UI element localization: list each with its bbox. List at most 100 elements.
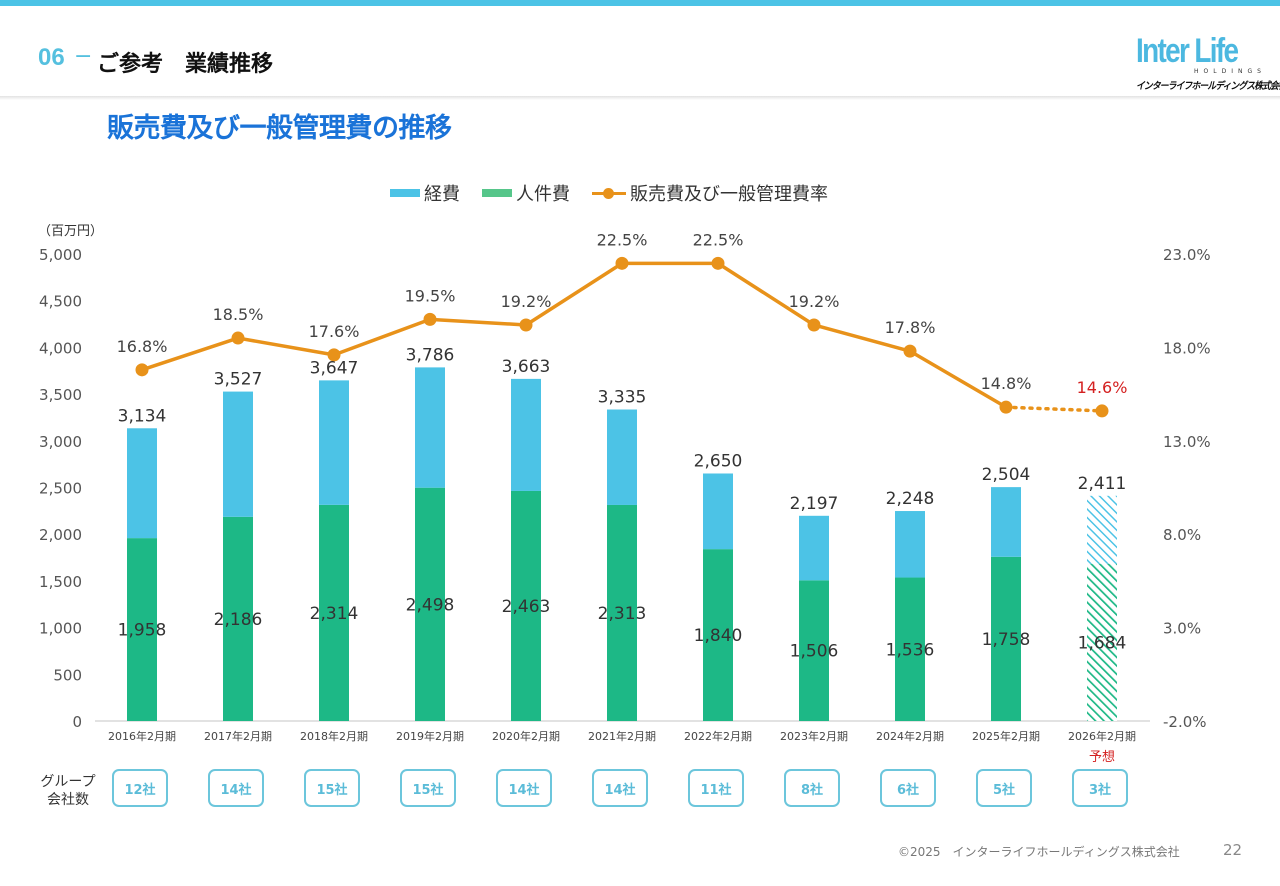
group-company-count-badge: 3社 (1072, 769, 1128, 807)
x-tick-label: 2024年2月期 (876, 729, 944, 743)
ratio-point (903, 344, 917, 358)
group-companies-label-line2: 会社数 (47, 792, 89, 808)
bar-total-label: 2,411 (1078, 474, 1127, 494)
ratio-data-label: 19.5% (405, 286, 456, 305)
legend-item-personnel: 人件費 (482, 180, 570, 206)
ratio-line-actual (141, 261, 1007, 409)
bar-expenses (223, 391, 253, 517)
bar-expenses (1087, 495, 1117, 564)
bar-total-label: 2,197 (790, 494, 839, 514)
bar-total-label: 3,647 (310, 358, 359, 378)
group-companies-label: グループ 会社数 (32, 773, 104, 809)
bar-series (127, 367, 1117, 721)
y-left-tick-label: 3,000 (39, 433, 82, 451)
x-tick-label: 2018年2月期 (300, 729, 368, 743)
header-divider (0, 96, 1280, 100)
y-left-tick-label: 1,500 (39, 573, 82, 591)
ratio-data-label: 14.6% (1077, 378, 1128, 397)
ratio-point (327, 348, 341, 362)
section-title: ご参考 業績推移 (97, 52, 274, 77)
y-right-tick-label: 3.0% (1163, 620, 1201, 638)
y-left-tick-label: 500 (53, 666, 82, 684)
ratio-data-label: 14.8% (981, 374, 1032, 393)
group-company-count-badge: 12社 (112, 769, 168, 807)
bar-expenses (319, 380, 349, 505)
logo-wordmark: Inter Life (1136, 32, 1239, 70)
ratio-point (615, 256, 629, 270)
ratio-line-forecast (1004, 405, 1104, 413)
y-right-tick-label: 18.0% (1163, 339, 1211, 357)
top-accent-bar (0, 0, 1280, 6)
y-left-tick-label: 3,500 (39, 386, 82, 404)
bar-personnel-label: 2,463 (502, 597, 551, 617)
ratio-point (999, 400, 1013, 414)
y-axis-left: 0 500 1,000 1,500 2,000 2,500 3,000 3,500 4,000 4… (39, 246, 82, 731)
ratio-data-label: 19.2% (789, 292, 840, 311)
logo-japanese-name: インターライフホールディングス株式会社 (1136, 81, 1280, 92)
ratio-point (807, 318, 821, 332)
ratio-point (1095, 404, 1109, 418)
legend-label-personnel: 人件費 (516, 184, 570, 205)
group-company-count-badge: 15社 (304, 769, 360, 807)
ratio-data-label: 17.8% (885, 318, 936, 337)
section-number: 06 (38, 44, 65, 71)
bar-personnel (895, 577, 925, 721)
legend-label-ratio: 販売費及び一般管理費率 (630, 184, 828, 205)
x-tick-label: 2020年2月期 (492, 729, 560, 743)
ratio-point (519, 318, 533, 332)
legend-swatch-personnel (482, 189, 512, 197)
legend-swatch-expenses (390, 189, 420, 197)
group-company-count-badge: 15社 (400, 769, 456, 807)
bar-expenses (991, 487, 1021, 557)
ratio-data-label: 17.6% (309, 322, 360, 341)
bar-personnel-label: 1,758 (982, 630, 1031, 650)
group-company-count-badge: 14社 (592, 769, 648, 807)
x-tick-label: 2025年2月期 (972, 729, 1040, 743)
y-left-tick-label: 2,500 (39, 480, 82, 498)
bar-personnel (319, 504, 349, 721)
footer-copyright: ©2025 インターライフホールディングス株式会社 (898, 845, 1180, 859)
legend-label-expenses: 経費 (424, 184, 460, 205)
bar-personnel (991, 556, 1021, 721)
y-right-tick-label: 23.0% (1163, 246, 1211, 264)
y-left-tick-label: 4,000 (39, 339, 82, 357)
bar-personnel-label: 2,498 (406, 595, 455, 615)
bar-personnel-label: 1,506 (790, 642, 839, 662)
bar-personnel (607, 504, 637, 721)
bar-personnel (127, 538, 157, 721)
bar-total-label: 2,650 (694, 451, 743, 471)
bar-personnel-label: 2,314 (310, 604, 359, 624)
legend-item-ratio: 販売費及び一般管理費率 (592, 180, 828, 206)
forecast-note: 予想 (1089, 749, 1115, 765)
chart-legend: 経費 人件費 販売費及び一般管理費率 (390, 180, 850, 206)
bar-expenses (703, 473, 733, 550)
y-right-tick-label: 8.0% (1163, 526, 1201, 544)
x-tick-label: 2017年2月期 (204, 729, 272, 743)
bar-personnel-label: 1,958 (118, 621, 167, 641)
bar-expenses (415, 367, 445, 488)
bar-expenses (511, 378, 541, 491)
ratio-line-series (135, 256, 1109, 418)
bar-personnel (703, 549, 733, 721)
bar-personnel (799, 580, 829, 721)
y-left-tick-label: 5,000 (39, 246, 82, 264)
group-company-count-badge: 6社 (880, 769, 936, 807)
page-number: 22 (1223, 841, 1243, 859)
group-companies-label-line1: グループ (40, 774, 96, 790)
bar-personnel-label: 1,536 (886, 640, 935, 660)
bar-personnel-label: 1,684 (1078, 633, 1127, 653)
chart-title: 販売費及び一般管理費の推移 (107, 113, 452, 144)
x-tick-label: 2026年2月期 (1068, 729, 1136, 743)
ratio-data-label: 22.5% (693, 230, 744, 249)
bar-personnel-label: 1,840 (694, 626, 743, 646)
y-left-tick-label: 4,500 (39, 293, 82, 311)
logo-holdings: HOLDINGS (1194, 68, 1266, 75)
y-left-tick-label: 1,000 (39, 620, 82, 638)
group-company-count-badge: 11社 (688, 769, 744, 807)
ratio-data-label: 22.5% (597, 230, 648, 249)
bar-expenses (895, 511, 925, 578)
bar-personnel-label: 2,186 (214, 610, 263, 630)
group-company-count-badge: 14社 (208, 769, 264, 807)
bar-personnel (1087, 563, 1117, 721)
